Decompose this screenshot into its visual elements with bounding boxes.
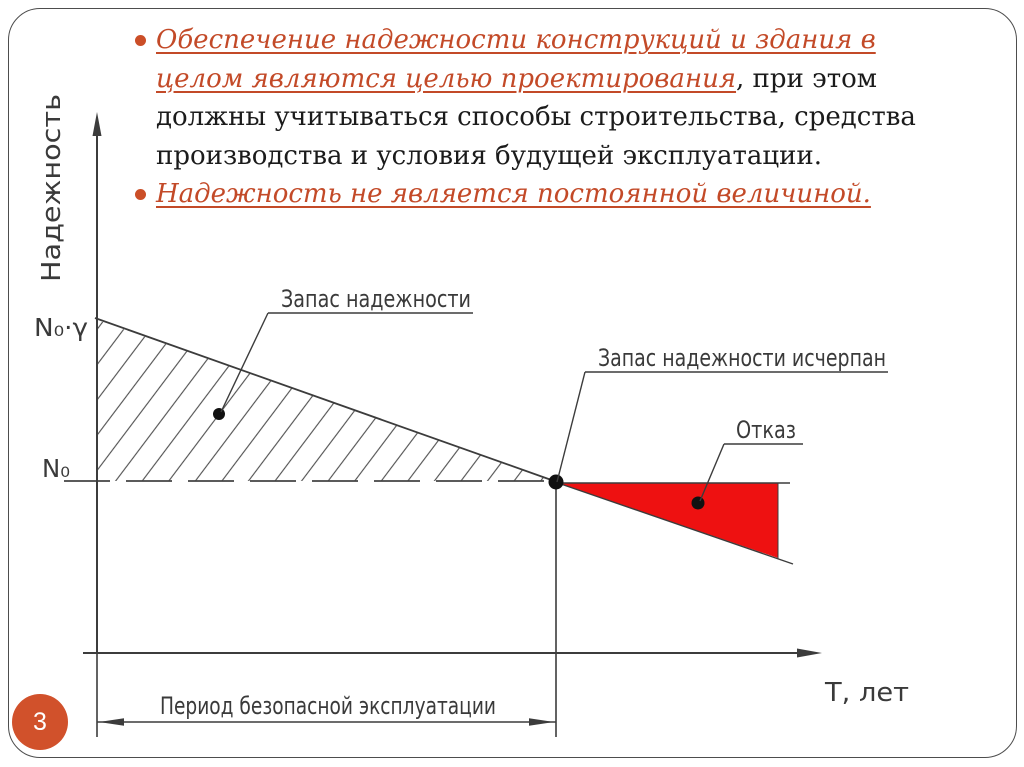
- label-reserve-exhausted: Запас надежности исчерпан: [598, 344, 886, 372]
- declining-reliability-line: [94, 317, 558, 483]
- page-number: 3: [33, 707, 47, 736]
- exhausted-leader-line: [556, 371, 586, 483]
- bullet-icon: [135, 189, 146, 200]
- label-safe-period: Период безопасной эксплуатации: [160, 692, 496, 720]
- bullet-2-emphasized: Надежность не является постоянной величи…: [156, 179, 871, 209]
- reserve-leader-line: [220, 312, 269, 413]
- dimension-arrow-left-icon: [99, 718, 124, 726]
- x-axis-title: Т, лет: [824, 678, 909, 708]
- dimension-arrow-right-icon: [529, 718, 554, 726]
- label-failure: Отказ: [736, 416, 796, 444]
- reserve-point: [213, 408, 225, 420]
- y-axis-arrow-icon: [92, 112, 102, 136]
- y-axis-title: Надежность: [37, 94, 67, 282]
- label-reliability-reserve: Запас надежности: [281, 285, 471, 313]
- bullet-list: Обеспечение надежности конструкций и зда…: [132, 21, 960, 214]
- x-axis-arrow-icon: [797, 648, 822, 658]
- bullet-text: Надежность не является постоянной величи…: [156, 175, 940, 214]
- failure-point: [691, 496, 705, 510]
- bullet-text: Обеспечение надежности конструкций и зда…: [156, 21, 940, 175]
- bullet-1-emphasized: Обеспечение надежности конструкций и зда…: [156, 25, 876, 94]
- exhaustion-point: [548, 474, 564, 490]
- page-number-badge: 3: [12, 694, 68, 750]
- bullet-icon: [135, 35, 146, 46]
- bullet-1-rest: , при этом должны учитываться способы ст…: [156, 63, 916, 171]
- failure-hypotenuse-line: [557, 482, 794, 565]
- bullet-item: Обеспечение надежности конструкций и зда…: [132, 21, 960, 175]
- failure-leader-line: [699, 443, 725, 502]
- y-value-base: N₀: [42, 454, 70, 483]
- bullet-item: Надежность не является постоянной величи…: [132, 175, 960, 214]
- y-value-initial: N₀·γ: [34, 313, 88, 342]
